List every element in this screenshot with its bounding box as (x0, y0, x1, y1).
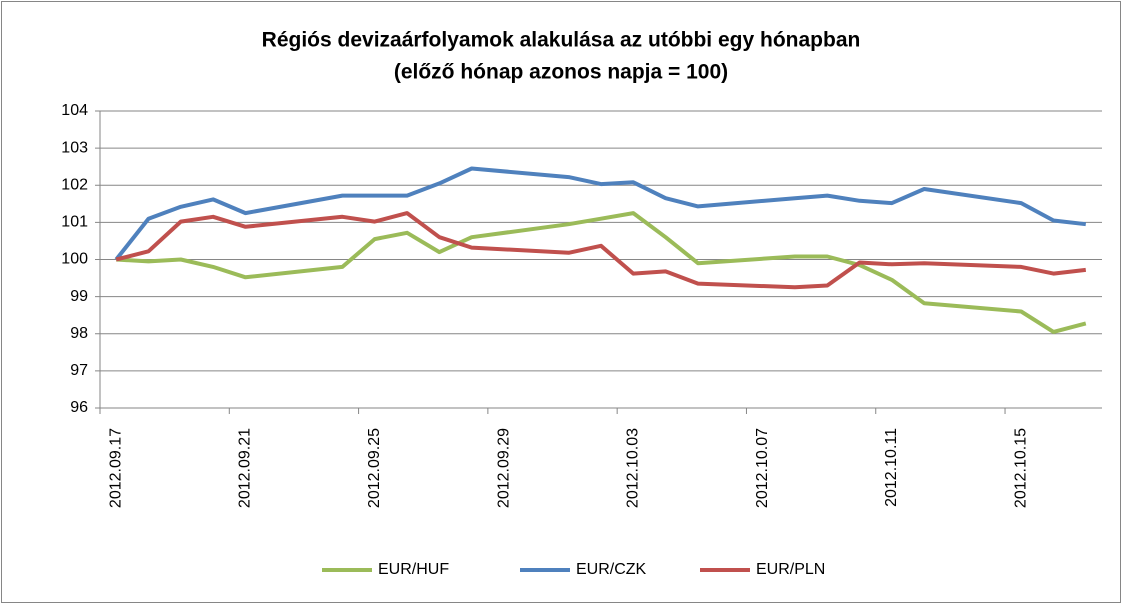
y-tick-label: 100 (61, 251, 88, 268)
x-tick-label: 2012.09.29 (495, 428, 512, 508)
series-line (115, 211, 1087, 290)
x-tick-label: 2012.09.21 (237, 428, 254, 508)
y-tick-label: 103 (61, 139, 88, 156)
legend-label: EUR/PLN (756, 561, 825, 578)
chart-title: Régiós devizaárfolyamok alakulása az utó… (262, 29, 861, 52)
x-tick-label: 2012.10.11 (883, 428, 900, 507)
x-tick-label: 2012.09.25 (366, 428, 383, 508)
x-tick-label: 2012.10.07 (754, 428, 771, 508)
y-tick-label: 104 (61, 102, 88, 119)
y-tick-label: 98 (70, 325, 88, 342)
y-tick-label: 97 (70, 362, 88, 379)
y-tick-label: 101 (61, 214, 88, 231)
y-tick-label: 96 (70, 399, 88, 416)
x-tick-label: 2012.10.15 (1012, 428, 1029, 508)
x-tick-label: 2012.10.03 (625, 428, 642, 508)
legend-label: EUR/CZK (576, 561, 647, 578)
chart-subtitle: (előző hónap azonos napja = 100) (394, 61, 728, 84)
legend-label: EUR/HUF (378, 561, 449, 578)
series-line (114, 166, 1087, 261)
x-tick-label: 2012.09.17 (107, 428, 124, 508)
y-tick-label: 99 (70, 288, 88, 305)
series-line (116, 211, 1087, 334)
y-tick-label: 102 (61, 176, 88, 193)
